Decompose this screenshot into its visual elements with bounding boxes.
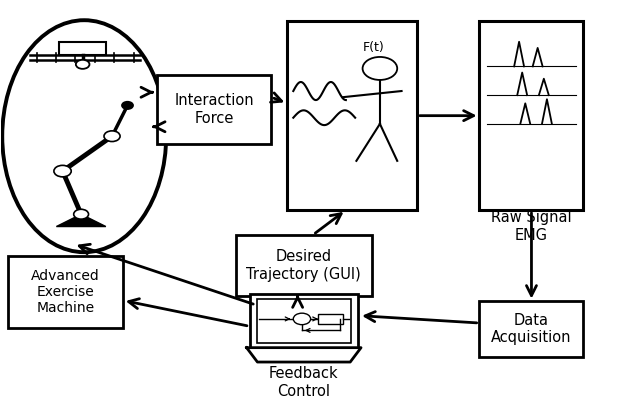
Text: Raw Signal
EMG: Raw Signal EMG (491, 211, 572, 243)
Bar (318, 314, 343, 324)
Bar (236, 235, 372, 296)
Ellipse shape (2, 20, 166, 252)
Text: Advanced
Exercise
Machine: Advanced Exercise Machine (31, 269, 100, 316)
Bar (157, 75, 272, 145)
Bar (60, 42, 106, 55)
Bar (257, 299, 350, 343)
Bar (479, 21, 583, 210)
Bar (250, 294, 358, 348)
Circle shape (74, 209, 89, 219)
Text: Desired
Trajectory (GUI): Desired Trajectory (GUI) (246, 249, 361, 282)
Bar (479, 302, 583, 357)
Polygon shape (56, 214, 106, 227)
Text: F(t): F(t) (363, 42, 384, 54)
Text: Feedback
Control: Feedback Control (269, 366, 339, 399)
Circle shape (122, 102, 133, 109)
Text: Data
Acquisition: Data Acquisition (491, 313, 572, 345)
Polygon shape (247, 348, 361, 362)
Bar (287, 21, 417, 210)
Circle shape (54, 165, 71, 177)
Circle shape (104, 131, 120, 142)
Circle shape (293, 313, 311, 325)
Bar (9, 256, 123, 328)
Circle shape (363, 57, 397, 80)
Text: Interaction
Force: Interaction Force (174, 93, 254, 126)
Circle shape (76, 60, 89, 69)
